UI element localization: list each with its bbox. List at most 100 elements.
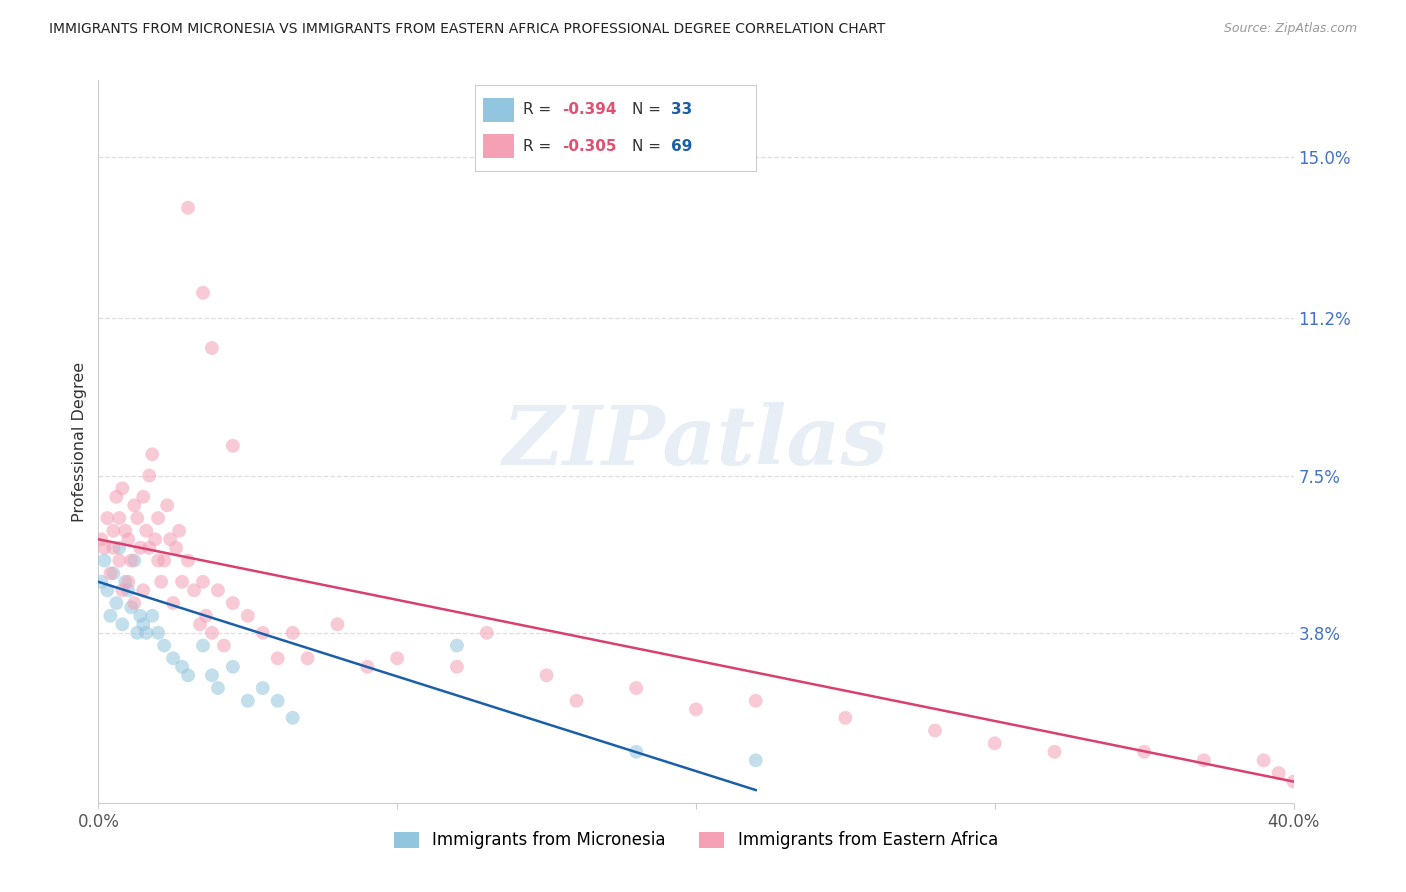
- Point: [177, 668, 200, 682]
- Point: [984, 736, 1007, 750]
- Point: [138, 468, 160, 483]
- Point: [1192, 753, 1215, 767]
- Point: [138, 541, 160, 555]
- Point: [565, 694, 588, 708]
- Point: [108, 511, 131, 525]
- Point: [475, 625, 498, 640]
- Point: [626, 681, 648, 695]
- Point: [201, 668, 224, 682]
- Text: ZIPatlas: ZIPatlas: [503, 401, 889, 482]
- Point: [135, 524, 157, 538]
- Point: [207, 583, 229, 598]
- Point: [141, 608, 163, 623]
- Point: [108, 541, 131, 555]
- Point: [127, 511, 149, 525]
- Point: [201, 625, 224, 640]
- Point: [188, 617, 211, 632]
- Point: [135, 625, 157, 640]
- Point: [93, 553, 115, 567]
- Point: [105, 596, 128, 610]
- Point: [745, 753, 768, 767]
- Point: [148, 625, 170, 640]
- Point: [117, 574, 139, 589]
- Point: [111, 583, 134, 598]
- Point: [103, 541, 125, 555]
- Point: [120, 600, 142, 615]
- Point: [129, 608, 152, 623]
- Point: [98, 566, 122, 581]
- Point: [111, 617, 134, 632]
- Point: [103, 566, 125, 581]
- Point: [120, 553, 142, 567]
- Point: [156, 498, 179, 512]
- Point: [114, 574, 136, 589]
- Point: [114, 524, 136, 538]
- Point: [150, 574, 173, 589]
- Point: [201, 341, 224, 355]
- Point: [167, 524, 190, 538]
- Point: [1253, 753, 1275, 767]
- Point: [252, 625, 274, 640]
- Point: [222, 660, 245, 674]
- Point: [103, 524, 125, 538]
- Point: [172, 660, 194, 674]
- Point: [124, 553, 146, 567]
- Point: [385, 651, 409, 665]
- Point: [446, 639, 468, 653]
- Point: [172, 574, 194, 589]
- Point: [326, 617, 349, 632]
- Point: [165, 541, 187, 555]
- Point: [148, 511, 170, 525]
- Point: [212, 639, 235, 653]
- Point: [159, 533, 181, 547]
- Point: [236, 608, 259, 623]
- Point: [90, 533, 112, 547]
- Point: [124, 596, 146, 610]
- Point: [1043, 745, 1066, 759]
- Point: [356, 660, 378, 674]
- Point: [267, 651, 290, 665]
- Point: [127, 625, 149, 640]
- Point: [446, 660, 468, 674]
- Point: [281, 711, 304, 725]
- Point: [96, 583, 118, 598]
- Point: [222, 439, 245, 453]
- Point: [129, 541, 152, 555]
- Point: [117, 583, 139, 598]
- Point: [183, 583, 205, 598]
- Point: [90, 574, 112, 589]
- Point: [108, 553, 131, 567]
- Point: [924, 723, 946, 738]
- Point: [177, 553, 200, 567]
- Point: [191, 285, 214, 300]
- Point: [105, 490, 128, 504]
- Point: [153, 639, 176, 653]
- Point: [117, 533, 139, 547]
- Point: [252, 681, 274, 695]
- Point: [177, 201, 200, 215]
- Point: [153, 553, 176, 567]
- Point: [162, 596, 184, 610]
- Y-axis label: Professional Degree: Professional Degree: [72, 361, 87, 522]
- Point: [745, 694, 768, 708]
- Point: [536, 668, 558, 682]
- Point: [124, 498, 146, 512]
- Point: [132, 583, 155, 598]
- Point: [297, 651, 319, 665]
- Point: [236, 694, 259, 708]
- Point: [132, 490, 155, 504]
- Point: [132, 617, 155, 632]
- Point: [191, 639, 214, 653]
- Point: [148, 553, 170, 567]
- Point: [93, 541, 115, 555]
- Legend: Immigrants from Micronesia, Immigrants from Eastern Africa: Immigrants from Micronesia, Immigrants f…: [388, 824, 1004, 856]
- Text: IMMIGRANTS FROM MICRONESIA VS IMMIGRANTS FROM EASTERN AFRICA PROFESSIONAL DEGREE: IMMIGRANTS FROM MICRONESIA VS IMMIGRANTS…: [49, 22, 886, 37]
- Point: [162, 651, 184, 665]
- Point: [143, 533, 166, 547]
- Point: [626, 745, 648, 759]
- Point: [267, 694, 290, 708]
- Point: [96, 511, 118, 525]
- Point: [1267, 766, 1289, 780]
- Point: [281, 625, 304, 640]
- Text: Source: ZipAtlas.com: Source: ZipAtlas.com: [1223, 22, 1357, 36]
